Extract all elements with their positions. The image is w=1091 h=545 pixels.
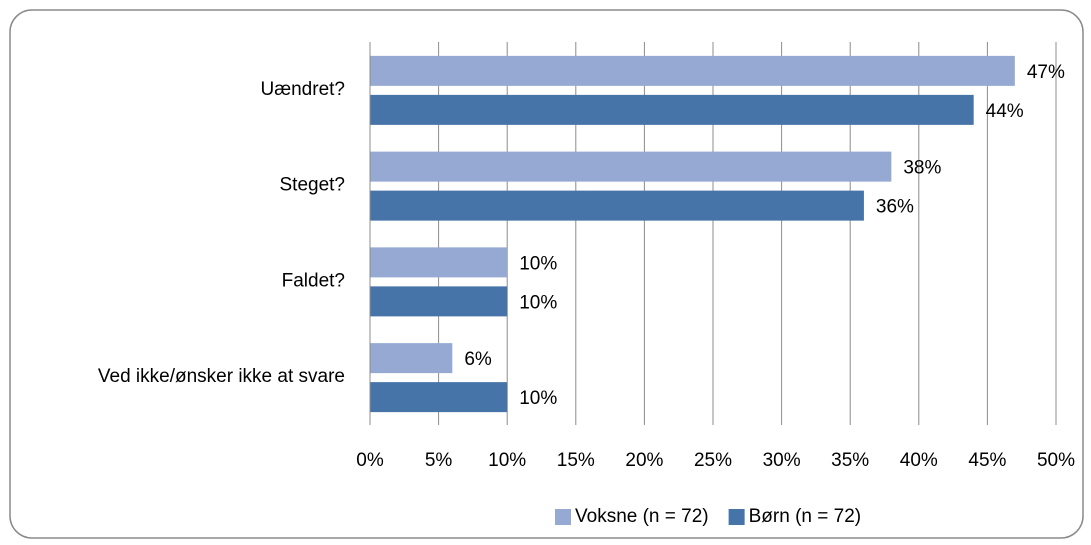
value-label: 47% bbox=[1027, 62, 1065, 83]
value-label: 38% bbox=[903, 158, 941, 179]
legend-label: Børn (n = 72) bbox=[749, 506, 861, 527]
bar bbox=[370, 94, 974, 125]
y-tick-label: Ved ikke/ønsker ikke at svare bbox=[98, 366, 345, 387]
bar bbox=[370, 286, 508, 317]
bar bbox=[370, 343, 453, 374]
x-tick-label: 25% bbox=[694, 450, 732, 471]
x-tick-label: 5% bbox=[425, 450, 453, 471]
value-label: 36% bbox=[876, 197, 914, 218]
bar bbox=[370, 190, 864, 221]
bar bbox=[370, 247, 508, 278]
value-label: 10% bbox=[519, 292, 557, 313]
value-label: 10% bbox=[519, 253, 557, 274]
y-tick-label: Uændret? bbox=[261, 79, 346, 100]
x-tick-label: 45% bbox=[968, 450, 1006, 471]
x-tick-label: 15% bbox=[557, 450, 595, 471]
value-label: 6% bbox=[464, 349, 492, 370]
x-tick-label: 10% bbox=[488, 450, 526, 471]
bar bbox=[370, 55, 1015, 86]
chart-border bbox=[9, 9, 1084, 539]
bar bbox=[370, 151, 892, 182]
bar bbox=[370, 382, 508, 413]
x-tick-label: 35% bbox=[831, 450, 869, 471]
x-tick-label: 40% bbox=[900, 450, 938, 471]
value-label: 10% bbox=[519, 388, 557, 409]
legend-label: Voksne (n = 72) bbox=[575, 506, 709, 527]
x-tick-label: 30% bbox=[763, 450, 801, 471]
y-tick-label: Steget? bbox=[280, 175, 346, 196]
value-label: 44% bbox=[986, 101, 1024, 122]
y-tick-label: Faldet? bbox=[282, 270, 345, 291]
x-tick-label: 0% bbox=[356, 450, 384, 471]
legend-swatch bbox=[555, 509, 571, 525]
x-tick-label: 20% bbox=[625, 450, 663, 471]
legend-swatch bbox=[728, 509, 745, 525]
x-tick-label: 50% bbox=[1037, 450, 1075, 471]
